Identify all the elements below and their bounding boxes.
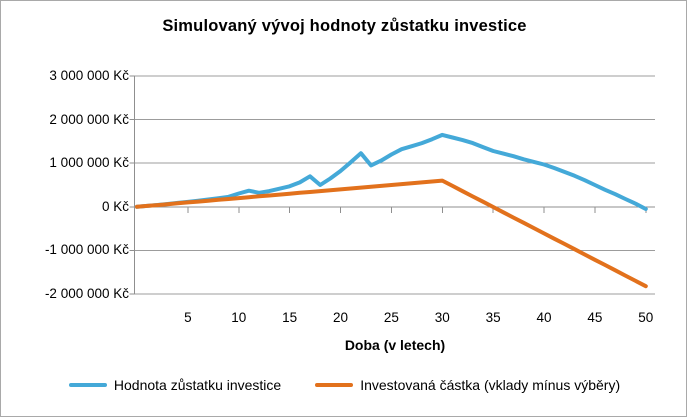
x-tick-label: 10: [231, 310, 247, 325]
legend-label-invested: Investovaná částka (vklady mínus výběry): [360, 377, 621, 393]
y-tick-label: 1 000 000 Kč: [49, 155, 129, 171]
x-tick-label: 35: [485, 310, 501, 325]
y-tick-label: 0 Kč: [101, 198, 129, 214]
y-tick-label: -1 000 000 Kč: [44, 242, 129, 258]
x-tick-label: 15: [282, 310, 298, 325]
x-axis-title: Doba (v letech): [344, 337, 446, 353]
series-line-0: [135, 132, 648, 211]
chart-title: Simulovaný vývoj hodnoty zůstatku invest…: [162, 17, 527, 35]
x-tick-label: 50: [638, 310, 654, 325]
legend-item-balance: Hodnota zůstatku investice: [68, 377, 282, 393]
legend-item-invested: Investovaná částka (vklady mínus výběry): [315, 377, 620, 393]
x-tick-label: 45: [587, 310, 603, 325]
x-tick-label: 20: [333, 310, 349, 325]
x-tick-label: 5: [184, 310, 192, 325]
x-tick-label: 40: [536, 310, 552, 325]
y-tick-label: 2 000 000 Kč: [49, 111, 129, 127]
series-line-1: [135, 178, 648, 289]
legend-line-sample-blue: [68, 382, 107, 388]
y-tick-label: 3 000 000 Kč: [49, 68, 129, 83]
x-tick-label: 25: [383, 310, 399, 325]
legend-line-sample-orange: [315, 382, 354, 388]
legend: Hodnota zůstatku investice Investovaná č…: [1, 370, 686, 400]
legend-label-balance: Hodnota zůstatku investice: [113, 377, 282, 393]
y-tick-label: -2 000 000 Kč: [44, 286, 129, 301]
x-tick-label: 30: [434, 310, 450, 325]
